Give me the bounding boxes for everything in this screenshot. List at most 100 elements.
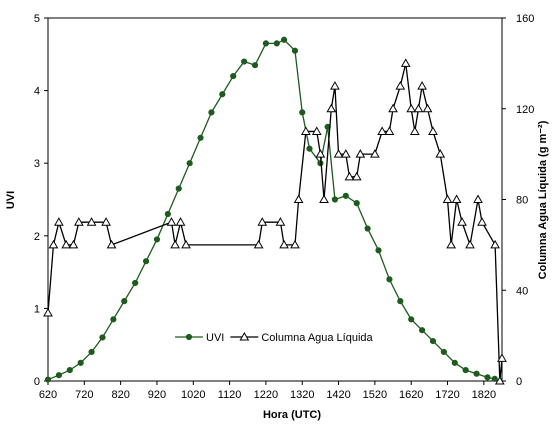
data-point [473, 194, 483, 203]
data-point [462, 367, 469, 374]
x-axis-title: Hora (UTC) [263, 409, 321, 421]
data-point [44, 376, 52, 383]
data-point [208, 109, 215, 116]
data-point [451, 194, 462, 203]
y2-tick-label: 80 [516, 195, 528, 207]
data-point [61, 239, 72, 249]
data-point [164, 210, 171, 218]
data-point [132, 279, 139, 287]
data-point [219, 91, 226, 98]
data-point [68, 239, 79, 249]
data-point [422, 103, 433, 113]
data-point [497, 353, 507, 362]
data-point [153, 236, 161, 243]
data-point [54, 217, 64, 226]
data-point [74, 217, 84, 226]
data-point [344, 171, 355, 181]
data-point [88, 348, 95, 356]
data-point [406, 103, 417, 113]
x-tick-label: 1620 [399, 389, 423, 401]
data-point [273, 40, 280, 47]
series-line [47, 38, 495, 381]
y2-tick-label: 160 [516, 13, 534, 25]
y-tick-label: 2 [34, 231, 40, 243]
data-point [166, 217, 177, 226]
data-point [275, 217, 286, 226]
data-point [375, 247, 382, 254]
x-tick-label: 1820 [472, 389, 496, 401]
data-point [386, 276, 393, 283]
data-point [388, 103, 398, 113]
data-point [408, 316, 415, 323]
data-point [418, 327, 426, 334]
data-point [181, 239, 191, 249]
y-tick-label: 3 [34, 158, 40, 170]
data-point [377, 126, 388, 135]
data-point [257, 217, 268, 226]
data-point [351, 171, 362, 181]
x-tick-label: 1320 [290, 389, 314, 401]
data-point [175, 185, 182, 192]
data-point [77, 359, 84, 366]
legend-label: Columna Agua Líquida [261, 332, 373, 344]
data-point [342, 192, 349, 199]
data-point [417, 81, 427, 90]
data-point [395, 81, 406, 90]
data-point [291, 47, 299, 54]
data-point [110, 316, 117, 323]
data-point [355, 149, 366, 158]
data-point [442, 194, 453, 203]
data-point [400, 58, 411, 67]
data-point [457, 217, 467, 226]
data-point [491, 375, 498, 382]
data-point [370, 149, 380, 158]
data-point [99, 334, 106, 341]
data-point [429, 337, 437, 345]
data-point [290, 239, 300, 249]
data-point [331, 196, 339, 203]
data-point [121, 298, 128, 305]
x-tick-label: 1220 [254, 389, 278, 401]
data-point [484, 374, 491, 381]
y-tick-label: 5 [34, 13, 40, 25]
y2-tick-label: 40 [516, 285, 528, 297]
data-point [101, 217, 111, 226]
x-tick-label: 620 [39, 389, 57, 401]
data-point [251, 62, 259, 69]
data-point [311, 126, 322, 135]
data-point [465, 239, 475, 249]
data-point [435, 149, 446, 158]
data-point [440, 348, 447, 356]
data-point [175, 217, 186, 226]
data-point [66, 367, 73, 374]
data-point [428, 126, 438, 135]
y2-tick-label: 120 [516, 104, 534, 116]
data-point [262, 40, 270, 47]
data-point [48, 239, 59, 249]
x-tick-label: 1120 [218, 389, 242, 401]
data-point [409, 126, 420, 135]
data-point [280, 36, 288, 43]
data-point [477, 217, 487, 226]
x-tick-label: 820 [111, 389, 129, 401]
y2-axis-title: Columna Agua Líquida (g m⁻²) [537, 120, 549, 279]
data-point [413, 103, 424, 113]
data-point [326, 103, 337, 113]
data-point [330, 81, 340, 90]
data-point [253, 239, 264, 249]
data-point [106, 239, 117, 249]
x-tick-label: 1420 [326, 389, 350, 401]
x-tick-label: 720 [75, 389, 93, 401]
data-point [451, 359, 458, 366]
legend-marker [185, 333, 193, 341]
y2-tick-label: 0 [516, 376, 522, 388]
data-point [364, 225, 371, 232]
data-point [170, 239, 180, 249]
plot-frame [47, 17, 503, 382]
x-tick-label: 1520 [363, 389, 387, 401]
y-axis-title: UVI [5, 191, 17, 209]
data-point [340, 149, 351, 158]
y-tick-label: 0 [34, 376, 40, 388]
data-point [494, 375, 505, 385]
